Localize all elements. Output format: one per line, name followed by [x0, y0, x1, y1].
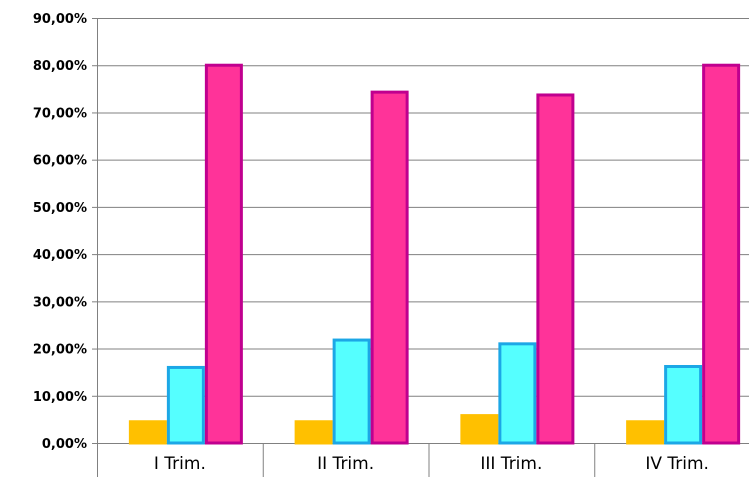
y-tick-label: 20,00%	[33, 343, 87, 358]
bar	[536, 93, 575, 445]
bar	[370, 90, 409, 445]
gridlines	[97, 18, 749, 397]
x-category-label: I Trim.	[154, 454, 206, 474]
bar	[166, 365, 205, 445]
y-tick-label: 50,00%	[33, 201, 87, 216]
bar	[626, 420, 665, 445]
bar	[332, 338, 371, 445]
y-tick-label: 70,00%	[33, 106, 87, 121]
bar	[460, 414, 499, 445]
bar	[128, 420, 167, 445]
y-tick-label: 40,00%	[33, 248, 87, 263]
bar	[498, 342, 537, 445]
y-tick-label: 0,00%	[42, 437, 87, 452]
y-tick-labels: 0,00% 10,00% 20,00% 30,00% 40,00% 50,00% 60,00…	[33, 12, 87, 452]
bar	[204, 63, 243, 445]
y-tick-label: 10,00%	[33, 390, 87, 405]
bar	[294, 420, 333, 445]
bar	[664, 365, 703, 445]
x-category-label: III Trim.	[480, 454, 542, 474]
y-tick-label: 90,00%	[33, 12, 87, 27]
bar	[702, 63, 741, 445]
x-category-label: IV Trim.	[645, 454, 709, 474]
y-tick-label: 30,00%	[33, 295, 87, 310]
x-category-labels: I Trim. II Trim. III Trim. IV Trim.	[154, 454, 709, 474]
y-tick-label: 80,00%	[33, 59, 87, 74]
y-tick-label: 60,00%	[33, 154, 87, 169]
bars	[128, 63, 741, 445]
x-category-label: II Trim.	[317, 454, 374, 474]
